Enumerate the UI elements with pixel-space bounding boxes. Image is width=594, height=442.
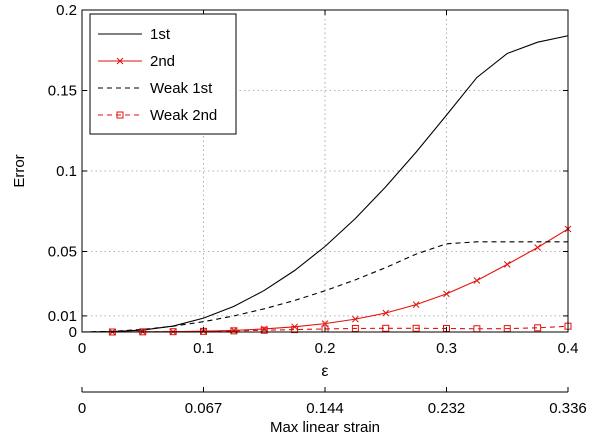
y-axis-title: Error: [11, 154, 28, 187]
series-point-4: [230, 327, 238, 335]
secondary-x-tick-label: 0.067: [185, 400, 223, 417]
secondary-x-tick-label: 0.232: [428, 400, 466, 417]
y-tick-label: 0.01: [48, 308, 77, 325]
ticks: 0 0.1 0.2 0.3 0.4 00.01 0.05 0.1 0.15 0.2: [48, 2, 579, 357]
y-tick-label: 0.1: [56, 163, 77, 180]
y-tick-label: 0: [69, 324, 77, 341]
y-tick-label: 0.2: [56, 2, 77, 19]
series-point-4: [260, 326, 268, 334]
legend-label-3: Weak 1st: [150, 80, 213, 97]
x-tick-label: 0.4: [558, 340, 579, 357]
series-point-2: [534, 244, 541, 251]
series-point-2: [382, 309, 390, 317]
series-point-4: [412, 324, 420, 332]
legend-label-2: 2nd: [150, 53, 175, 70]
x-tick-label: 0.2: [315, 340, 336, 357]
series-point-2: [352, 315, 359, 323]
legend-marker-4: [116, 111, 124, 119]
secondary-x-axis-title: Max linear strain: [270, 419, 380, 436]
legend-label-4: Weak 2nd: [150, 107, 217, 124]
series-line-3: [81, 241, 568, 333]
x-tick-label: 0.3: [436, 340, 457, 357]
legend: 1st 2nd Weak 1st Weak 2nd: [89, 13, 237, 135]
series-point-2: [412, 301, 420, 308]
series-point-4: [534, 324, 542, 332]
secondary-x-tick-label: 0.144: [306, 400, 344, 417]
series-point-2: [503, 261, 511, 268]
legend-marker-2: [116, 57, 124, 65]
y-tick-label: 0.05: [48, 244, 77, 261]
series-point-2: [473, 277, 481, 284]
x-tick-label: 0.1: [193, 340, 214, 357]
secondary-x-tick-label: 0: [78, 400, 86, 417]
x-tick-label: 0: [78, 340, 86, 357]
series-point-4: [351, 324, 359, 332]
series-point-2: [443, 290, 450, 298]
legend-label-1: 1st: [150, 26, 171, 43]
secondary-x-axis: 0 0.067 0.144 0.232 0.336: [78, 387, 587, 417]
x-axis-title: ε: [321, 363, 328, 380]
series-point-4: [382, 324, 390, 332]
y-tick-label: 0.15: [48, 83, 77, 100]
secondary-x-tick-label: 0.336: [549, 400, 587, 417]
series-point-4: [291, 326, 299, 334]
